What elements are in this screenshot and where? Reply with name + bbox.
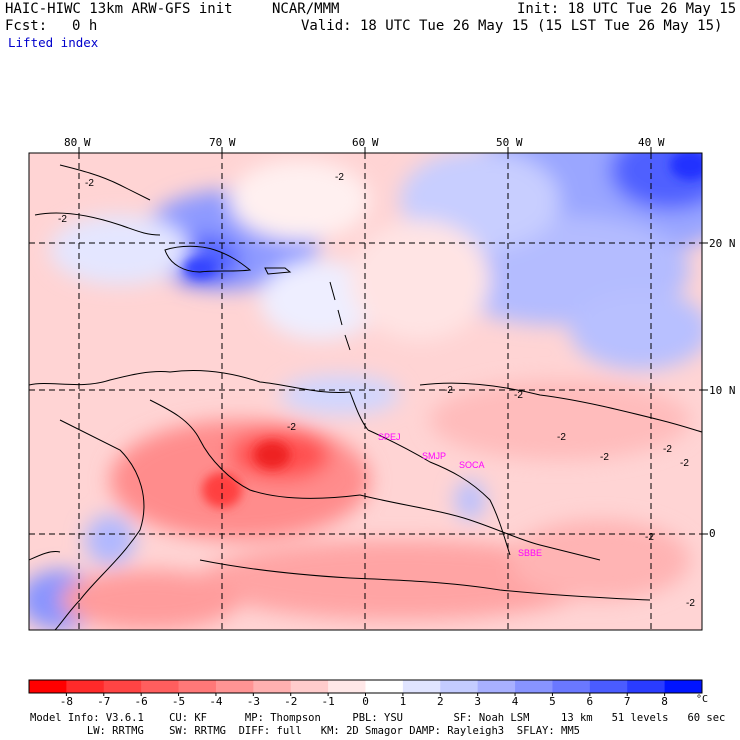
contour-label: -2 (663, 444, 672, 455)
lon-label-80w: 80 W (64, 136, 91, 149)
valid-time: Valid: 18 UTC Tue 26 May 15 (15 LST Tue … (301, 18, 723, 34)
station-labels: SPEJ SMJP SOCA SBBE (378, 432, 542, 558)
colorbar-swatch (627, 680, 666, 693)
lon-label-70w: 70 W (209, 136, 236, 149)
colorbar-tick-label: 2 (436, 695, 444, 708)
contour-label: -2 (335, 172, 344, 183)
colorbar-tick-label: -1 (321, 695, 335, 708)
colorbar-swatch (29, 680, 67, 693)
colorbar-unit: °C (696, 694, 709, 705)
shaded-field (29, 153, 702, 630)
colorbar-swatch (402, 680, 441, 693)
lat-label-10n: 10 N (709, 384, 736, 397)
colorbar-swatch (178, 680, 217, 693)
lon-label-50w: 50 W (496, 136, 523, 149)
axis-ticks (78, 147, 708, 535)
colorbar-swatch (103, 680, 142, 693)
contour-label: -2 (680, 458, 689, 469)
colorbar-tick-label: 0 (362, 695, 369, 708)
title-left: HAIC-HIWC 13km ARW-GFS init (5, 1, 233, 17)
colorbar-tick-label: -2 (284, 695, 298, 708)
colorbar-tick-label: -3 (246, 695, 260, 708)
colorbar-tick-label: -6 (134, 695, 148, 708)
colorbar-tick-label: 3 (474, 695, 481, 708)
colorbar-tick-label: 5 (549, 695, 556, 708)
lat-label-0: 0 (709, 527, 716, 540)
station-smjp: SMJP (422, 451, 446, 461)
init-time: Init: 18 UTC Tue 26 May 15 (517, 1, 737, 17)
colorbar-tick-label: -7 (97, 695, 111, 708)
colorbar-tick-label: 7 (623, 695, 631, 708)
contour-label: -2 (287, 422, 296, 433)
colorbar-swatch (515, 680, 553, 693)
contour-label: -2 (686, 598, 695, 609)
colorbar-swatch (552, 680, 591, 693)
colorbar-swatch (253, 680, 292, 693)
footer-model-info-2: LW: RRTMG SW: RRTMG DIFF: full KM: 2D Sm… (30, 725, 580, 737)
colorbar-tick-label: -5 (171, 695, 186, 708)
contour-label: -2 (85, 178, 94, 189)
lon-label-40w: 40 W (638, 136, 665, 149)
colorbar-swatch (664, 680, 703, 693)
colorbar-tick-label: -4 (209, 695, 223, 708)
colorbar-swatch (328, 680, 366, 693)
colorbar (28, 679, 703, 696)
lat-label-20n: 20 N (709, 237, 736, 250)
colorbar-swatch (66, 680, 105, 693)
colorbar-swatch (477, 680, 516, 693)
coastlines (29, 164, 702, 630)
colorbar-tick-label: 4 (511, 695, 519, 708)
colorbar-tick-label: 6 (586, 695, 594, 708)
station-soca: SOCA (459, 460, 485, 470)
station-spej: SPEJ (378, 432, 401, 442)
field-name: Lifted index (8, 35, 99, 50)
colorbar-swatch (589, 680, 628, 693)
fcst-value: 0 h (72, 18, 98, 34)
contour-label: -2 (557, 432, 566, 443)
org-label: NCAR/MMM (272, 1, 340, 17)
station-sbbe: SBBE (518, 548, 542, 558)
footer-model-info-1: Model Info: V3.6.1 CU: KF MP: Thompson P… (30, 712, 726, 724)
colorbar-tick-label: 1 (399, 695, 407, 708)
contour-label: -2 (600, 452, 609, 463)
colorbar-tick-label: -8 (59, 695, 73, 708)
colorbar-swatch (440, 680, 479, 693)
contour-label: -2 (444, 385, 453, 396)
contour-labels: -2 -2 -2 -2 -2 -2 -2 -2 -2 -2 -2 -2 (58, 172, 695, 609)
fcst-label: Fcst: (5, 18, 48, 34)
contour-label: -2 (514, 390, 523, 401)
lon-label-60w: 60 W (352, 136, 379, 149)
colorbar-tick-label: 8 (661, 695, 668, 708)
contour-label: -2 (58, 214, 67, 225)
colorbar-swatch (215, 680, 254, 693)
colorbar-swatch (290, 680, 329, 693)
lat-lon-grid (29, 153, 702, 630)
colorbar-swatch (365, 680, 404, 693)
colorbar-swatch (141, 680, 180, 693)
contour-label: -2 (645, 532, 654, 543)
